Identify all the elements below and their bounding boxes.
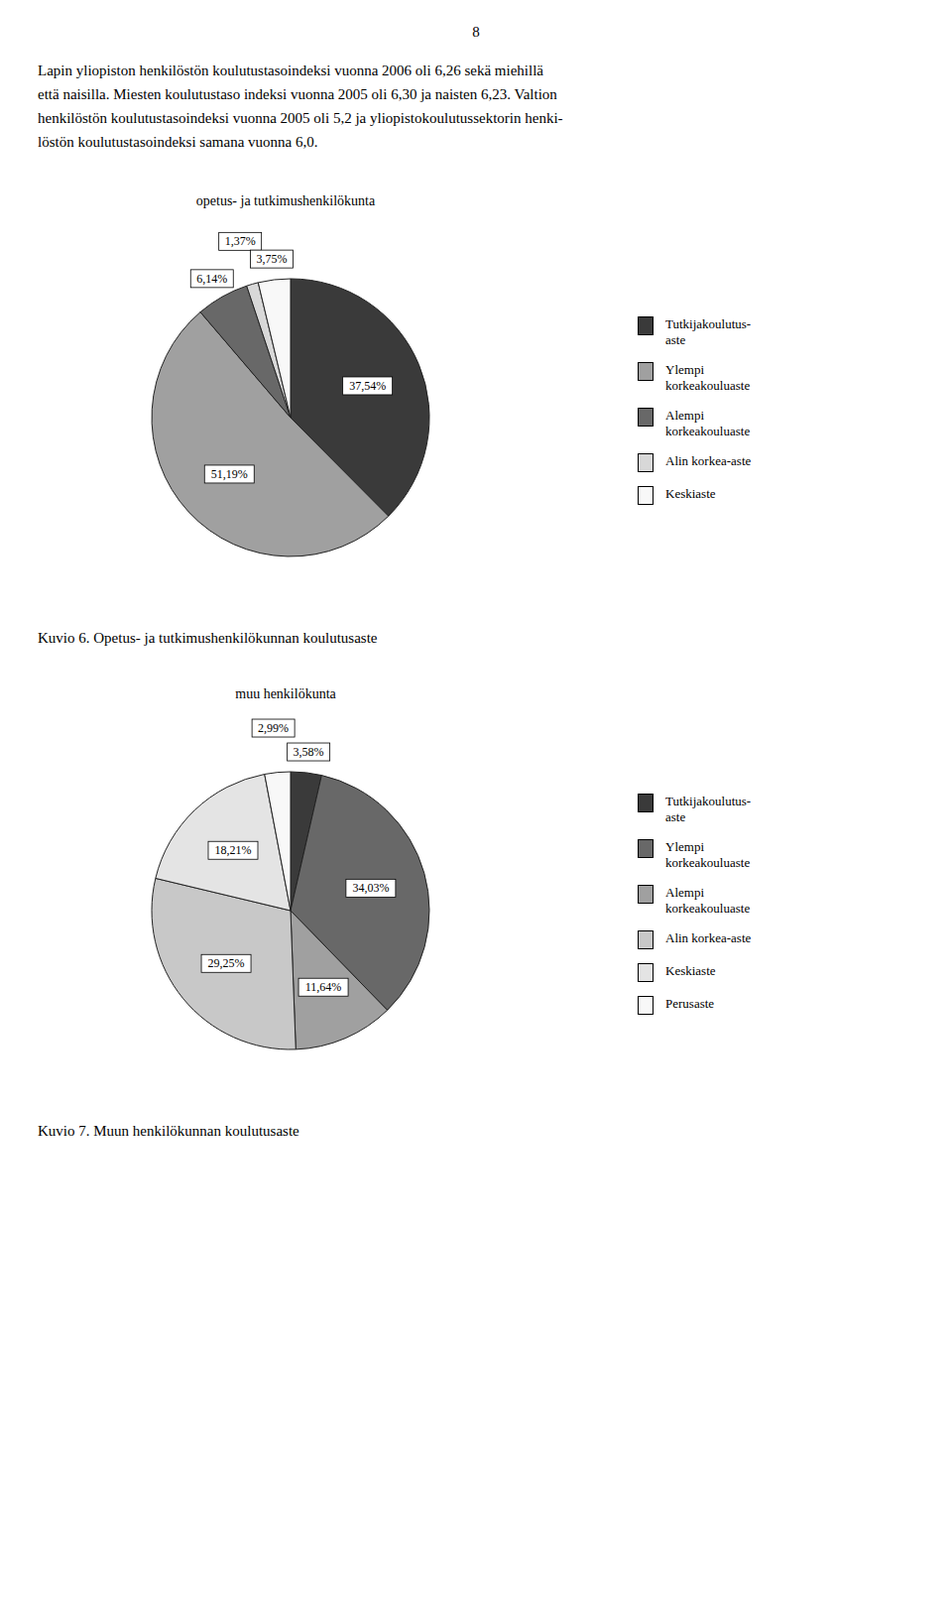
html-text:Alempi: Alempi <box>665 884 705 899</box>
html-text:Kuvio 7. Muun henkilökunnan ko: Kuvio 7. Muun henkilökunnan koulutusaste <box>37 1122 300 1139</box>
html-text:korkeakouluaste: korkeakouluaste <box>665 899 750 915</box>
html-text:Alin korkea-aste: Alin korkea-aste <box>665 929 751 945</box>
html-text:henkilöstön koulutustasoindeks: henkilöstön koulutustasoindeksi vuonna 2… <box>37 110 563 126</box>
svg-text:6,14%: 6,14% <box>196 271 228 286</box>
svg-text:18,21%: 18,21% <box>214 842 251 857</box>
svg-text:37,54%: 37,54% <box>349 378 386 393</box>
html-text:Kuvio 6. Opetus- ja tutkimushe: Kuvio 6. Opetus- ja tutkimushenkilökunna… <box>37 629 378 646</box>
html-text:että naisilla. Miesten koulutu: että naisilla. Miesten koulutustaso inde… <box>37 86 558 103</box>
html-text:opetus- ja tutkimushenkilökunt: opetus- ja tutkimushenkilökunta <box>196 193 376 209</box>
html-text:Perusaste: Perusaste <box>665 995 715 1011</box>
svg-text:2,99%: 2,99% <box>257 720 289 735</box>
svg-text:1,37%: 1,37% <box>225 234 256 248</box>
svg-text:29,25%: 29,25% <box>208 955 245 970</box>
html-text:Tutkijakoulutus-: Tutkijakoulutus- <box>665 316 751 332</box>
html-text:Alin korkea-aste: Alin korkea-aste <box>665 453 751 469</box>
html-text:Alempi: Alempi <box>665 407 705 423</box>
html-text:Ylempi: Ylempi <box>665 361 705 377</box>
html-text:korkeakouluaste: korkeakouluaste <box>665 854 750 870</box>
html-text:8: 8 <box>472 23 480 40</box>
html-text:Keskiaste: Keskiaste <box>665 485 716 501</box>
html-text:Lapin yliopiston henkilöstön k: Lapin yliopiston henkilöstön koulutustas… <box>37 62 544 79</box>
html-text:korkeakouluaste: korkeakouluaste <box>665 423 750 439</box>
svg-text:51,19%: 51,19% <box>211 467 248 481</box>
svg-text:34,03%: 34,03% <box>352 880 389 895</box>
html-text:löstön koulutustasoindeksi sam: löstön koulutustasoindeksi samana vuonna… <box>37 133 318 150</box>
html-text:Keskiaste: Keskiaste <box>665 962 716 978</box>
svg-text:11,64%: 11,64% <box>305 979 343 994</box>
html-text:Tutkijakoulutus-: Tutkijakoulutus- <box>665 792 751 808</box>
svg-text:3,75%: 3,75% <box>256 251 288 266</box>
html-text:aste: aste <box>665 332 686 348</box>
svg-text:3,58%: 3,58% <box>293 744 325 759</box>
html-text:korkeakouluaste: korkeakouluaste <box>665 377 750 393</box>
html-text:muu henkilökunta: muu henkilökunta <box>235 686 336 702</box>
html-text:aste: aste <box>665 808 686 824</box>
html-text:Ylempi: Ylempi <box>665 838 705 854</box>
